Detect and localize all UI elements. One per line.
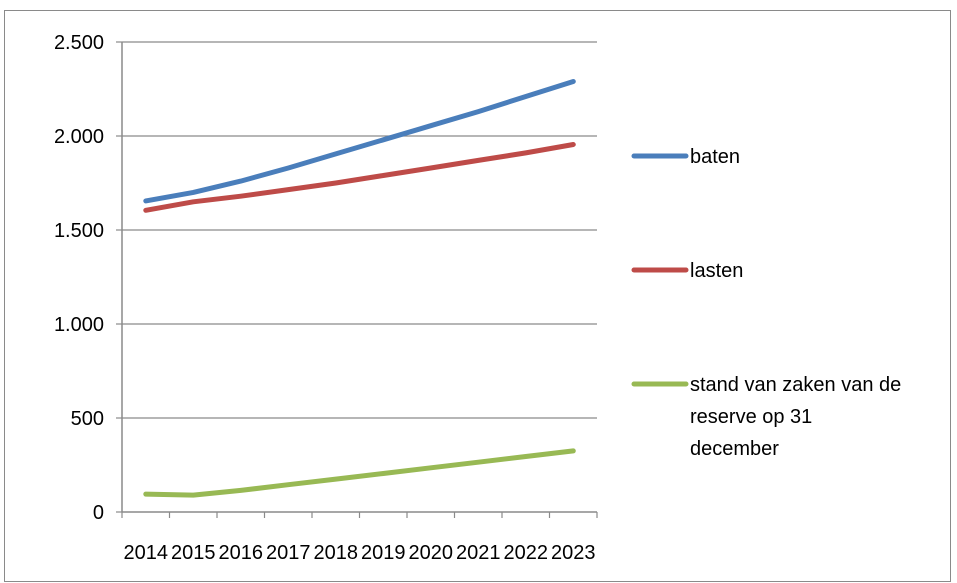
y-tick-label: 0 [93,502,104,524]
y-tick-label: 1.500 [54,220,104,242]
x-tick-label: 2016 [219,542,264,564]
x-tick-label: 2019 [361,542,406,564]
gridlines [122,41,597,419]
y-tick-label: 2.500 [54,32,104,54]
x-tick-label: 2023 [551,542,596,564]
x-tick-label: 2018 [314,542,359,564]
x-tick-label: 2022 [504,542,549,564]
legend-label-0: baten [690,146,740,168]
chart-frame [4,10,951,582]
legend-label-1: lasten [690,260,743,282]
legend-label-2-line-1: reserve op 31 [690,406,812,428]
y-tick-label: 2.000 [54,126,104,148]
x-tick-label: 2017 [266,542,311,564]
x-tick-label: 2015 [171,542,216,564]
legend-label-2-line-0: stand van zaken van de [690,374,901,396]
axes [116,41,598,518]
series-lines [143,79,576,498]
x-tick-label: 2021 [456,542,501,564]
series-line-1 [143,142,576,213]
legend: baten lasten stand van zaken van de reserve… [631,146,901,460]
x-tick-label: 2020 [409,542,454,564]
y-tick-label: 500 [71,408,104,430]
y-tick-label: 1.000 [54,314,104,336]
series-line-2 [143,448,576,498]
x-tick-label: 2014 [124,542,169,564]
x-tick-labels: 2014 2015 2016 2017 2018 2019 2020 2021 2022 2023 [124,542,596,564]
series-line-0 [143,79,576,204]
y-tick-labels: 0 500 1.000 1.500 2.000 2.500 [54,32,104,524]
legend-label-2-line-2: december [690,438,779,460]
